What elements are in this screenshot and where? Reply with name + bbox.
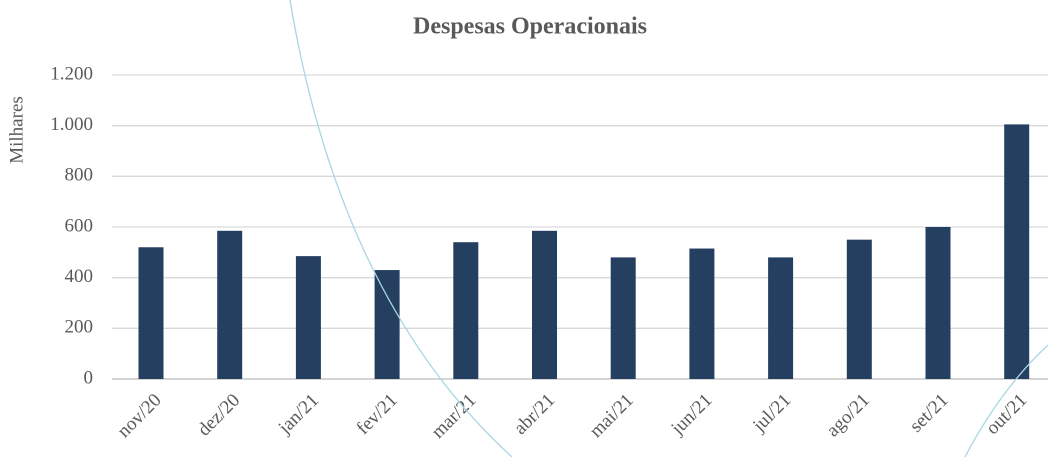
decorative-arc: [289, 0, 513, 457]
bar: [295, 256, 321, 379]
bar: [532, 230, 557, 379]
bar: [925, 227, 951, 379]
x-tick-label: jul/21: [748, 390, 795, 437]
y-tick-label: 0: [84, 367, 94, 388]
y-tick-label: 600: [65, 215, 94, 236]
bar: [610, 257, 636, 379]
y-tick-label: 1.000: [50, 114, 93, 135]
y-axis-title: Milhares: [6, 96, 27, 164]
decorative-arc: [964, 344, 1048, 457]
y-tick-label: 400: [65, 266, 94, 287]
bar: [768, 257, 794, 379]
y-tick-label: 1.200: [50, 63, 93, 84]
x-tick-label: dez/20: [194, 390, 245, 441]
bar: [374, 270, 400, 379]
y-tick-label: 200: [65, 317, 94, 338]
x-tick-label: nov/20: [113, 390, 165, 442]
bar: [846, 239, 872, 379]
bar: [689, 248, 715, 379]
x-tick-label: set/21: [906, 390, 953, 437]
x-tick-label: ago/21: [822, 390, 873, 441]
bar: [1004, 124, 1030, 380]
bar: [453, 242, 479, 379]
x-tick-label: mar/21: [428, 390, 481, 443]
x-tick-label: jan/21: [274, 390, 323, 439]
bar: [138, 247, 164, 379]
x-tick-label: mai/21: [586, 390, 638, 442]
x-tick-label: abr/21: [510, 390, 559, 439]
x-tick-label: fev/21: [353, 390, 402, 439]
chart-title: Despesas Operacionais: [413, 14, 647, 40]
bar: [217, 230, 243, 379]
x-tick-label: jun/21: [667, 390, 717, 440]
plot-area: 0 200 400 600 800 1.000 1.200 nov/20 dez/20 jan/2…: [50, 63, 1048, 443]
y-tick-label: 800: [65, 165, 94, 186]
